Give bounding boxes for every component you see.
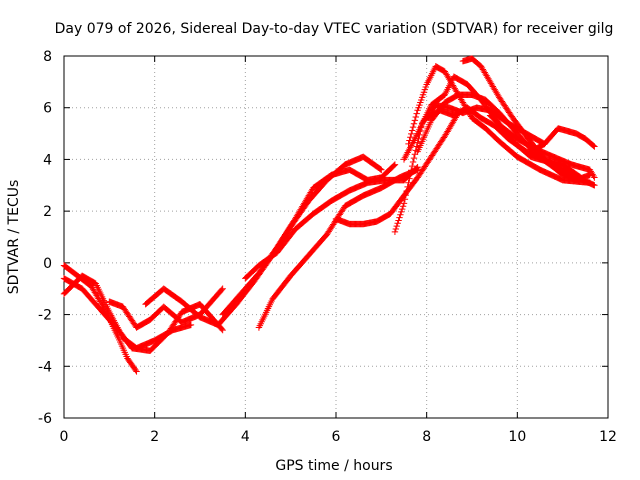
data-point — [391, 228, 399, 236]
x-tick-label: 4 — [241, 429, 250, 445]
data-point — [407, 133, 414, 141]
data-point — [218, 286, 225, 293]
data-point — [377, 165, 384, 173]
data-point — [591, 174, 598, 181]
data-point — [590, 142, 597, 149]
data-point — [378, 166, 385, 173]
data-point — [398, 208, 405, 216]
y-tick-label: -6 — [38, 411, 52, 427]
series-track-3 — [60, 275, 226, 354]
data-point — [414, 166, 421, 173]
data-point — [393, 222, 400, 230]
y-tick-label: 0 — [43, 256, 52, 272]
data-point — [408, 167, 415, 174]
data-point — [411, 117, 419, 124]
data-point — [133, 368, 140, 375]
data-point — [401, 196, 409, 203]
series-track-1 — [60, 262, 140, 375]
data-point — [219, 285, 226, 292]
x-tick-label: 8 — [422, 429, 431, 445]
data-point — [409, 123, 417, 131]
data-series — [60, 55, 598, 375]
series-track-6 — [214, 153, 385, 329]
data-point — [397, 211, 404, 218]
data-point — [406, 175, 413, 182]
data-point — [405, 140, 412, 148]
series-track-18 — [532, 125, 598, 153]
data-point — [402, 191, 410, 199]
data-point — [408, 162, 416, 170]
data-point — [398, 205, 406, 213]
data-point — [391, 161, 399, 168]
data-point — [394, 220, 401, 227]
series-track-15 — [423, 104, 584, 181]
data-point — [400, 200, 408, 207]
data-point — [132, 366, 139, 374]
series-track-9 — [255, 166, 421, 331]
data-point — [408, 127, 416, 134]
y-tick-label: -2 — [38, 308, 52, 324]
series-track-4 — [106, 285, 226, 331]
x-tick-label: 6 — [332, 429, 341, 445]
x-tick-label: 2 — [150, 429, 159, 445]
y-tick-label: 4 — [43, 152, 52, 168]
data-point — [405, 179, 412, 186]
x-tick-label: 0 — [60, 429, 69, 445]
y-axis-label: SDTVAR / TECUs — [6, 180, 22, 295]
series-track-17 — [486, 112, 598, 181]
data-point — [396, 214, 403, 221]
series-track-5 — [142, 285, 222, 329]
data-point — [395, 217, 402, 224]
axis-ticks: 0 2 4 6 8 10 12 -6 -4 -2 0 2 4 6 8 — [38, 49, 617, 445]
data-point — [406, 137, 413, 144]
x-axis-label: GPS time / hours — [275, 458, 392, 474]
data-point — [407, 171, 414, 178]
x-tick-label: 12 — [599, 429, 617, 445]
data-point — [187, 321, 195, 329]
data-point — [409, 158, 417, 166]
data-point — [413, 110, 420, 117]
data-point — [408, 130, 415, 138]
data-point — [392, 225, 400, 233]
data-point — [399, 203, 407, 210]
data-point — [403, 187, 410, 195]
y-tick-label: -4 — [38, 359, 52, 375]
data-point — [390, 162, 398, 169]
data-point — [219, 326, 226, 334]
chart-title: Day 079 of 2026, Sidereal Day-to-day VTE… — [55, 21, 614, 37]
data-point — [591, 182, 598, 189]
data-point — [404, 183, 411, 191]
y-tick-label: 8 — [43, 49, 52, 65]
y-tick-label: 6 — [43, 101, 52, 117]
x-tick-label: 10 — [508, 429, 526, 445]
data-point — [590, 172, 597, 180]
data-point — [591, 143, 598, 150]
data-point — [412, 113, 419, 121]
y-tick-label: 2 — [43, 204, 52, 220]
data-point — [410, 120, 418, 127]
data-point — [218, 325, 225, 333]
grid — [64, 56, 608, 418]
data-point — [410, 154, 418, 162]
